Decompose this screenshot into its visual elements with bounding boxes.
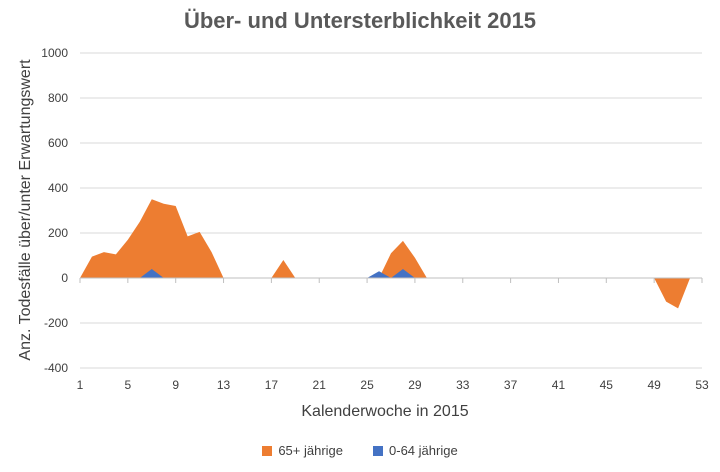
y-tick-label: -200 xyxy=(44,316,68,330)
tick-labels: -400 -200 0 200 400 600 800 1000 1 5 9 13 17 21 25 29 33… xyxy=(41,46,709,392)
legend-item-65plus[interactable]: 65+ jährige xyxy=(262,443,343,458)
x-axis-label: Kalenderwoche in 2015 xyxy=(301,403,468,420)
x-tick-label: 25 xyxy=(360,378,374,392)
area-series-0 xyxy=(80,199,691,309)
y-tick-label: 600 xyxy=(48,136,68,150)
x-tick-label: 9 xyxy=(172,378,179,392)
x-tick-label: 17 xyxy=(265,378,279,392)
x-tick-label: 33 xyxy=(456,378,470,392)
x-tick-label: 37 xyxy=(504,378,518,392)
legend-swatch-65plus xyxy=(262,445,273,456)
x-tick-label: 41 xyxy=(552,378,566,392)
y-tick-label: 800 xyxy=(48,91,68,105)
y-tick-label: 400 xyxy=(48,181,68,195)
chart-title: Über- und Untersterblichkeit 2015 xyxy=(183,8,537,33)
x-tick-label: 21 xyxy=(313,378,327,392)
series-areas xyxy=(80,199,691,309)
legend-label-0-64: 0-64 jährige xyxy=(389,443,458,458)
x-tick-label: 29 xyxy=(408,378,422,392)
y-tick-label: -400 xyxy=(44,361,68,375)
y-axis-label: Anz. Todesfälle über/unter Erwartungswer… xyxy=(17,59,34,361)
x-tick-label: 1 xyxy=(77,378,84,392)
x-tick-label: 53 xyxy=(695,378,709,392)
y-tick-label: 200 xyxy=(48,226,68,240)
legend-item-0-64[interactable]: 0-64 jährige xyxy=(373,443,458,458)
axes xyxy=(79,277,703,369)
x-tick-label: 45 xyxy=(600,378,614,392)
legend: 65+ jährige 0-64 jährige xyxy=(0,443,720,458)
legend-swatch-0-64 xyxy=(373,445,384,456)
y-tick-label: 0 xyxy=(61,271,68,285)
y-tick-label: 1000 xyxy=(41,46,68,60)
legend-label-65plus: 65+ jährige xyxy=(278,443,344,458)
x-tick-label: 49 xyxy=(647,378,661,392)
area-series-1 xyxy=(80,269,691,278)
x-tick-label: 5 xyxy=(125,378,132,392)
x-tick-label: 13 xyxy=(217,378,231,392)
